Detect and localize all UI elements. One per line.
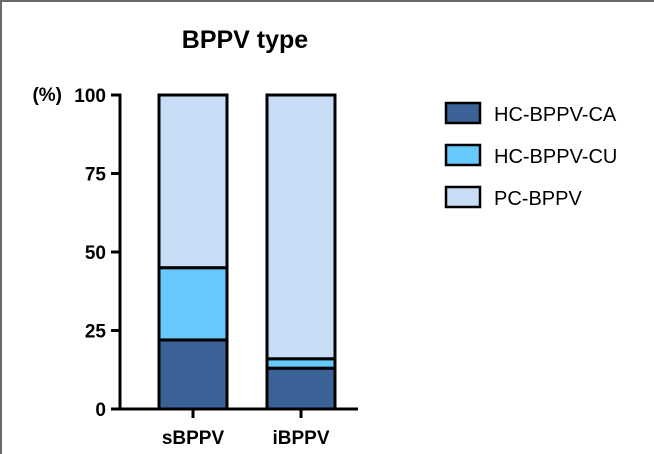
x-tick-label-sBPPV: sBPPV [162, 428, 225, 449]
y-tick-label-100: 100 [74, 86, 106, 107]
y-tick-label-25: 25 [85, 322, 107, 343]
legend: HC-BPPV-CA HC-BPPV-CU PC-BPPV [444, 101, 617, 210]
y-tick-label-0: 0 [95, 400, 106, 421]
legend-label-HC-BPPV-CA: HC-BPPV-CA [494, 104, 617, 126]
legend-label-HC-BPPV-CU: HC-BPPV-CU [494, 146, 617, 168]
legend-swatch-HC-BPPV-CA [444, 101, 482, 125]
bar-sBPPV-PC-BPPV [157, 93, 229, 270]
y-axis-unit-label: (%) [32, 85, 62, 106]
bar-sBPPV-HC-BPPV-CU [157, 266, 229, 342]
bar-iBPPV-PC-BPPV [265, 93, 337, 361]
bar-iBPPV-HC-BPPV-CA [265, 366, 337, 411]
y-tick-label-75: 75 [85, 165, 107, 186]
legend-label-PC-BPPV: PC-BPPV [494, 188, 582, 210]
y-axis-ticks: 0 25 50 75 100 [74, 86, 120, 421]
legend-swatch-PC-BPPV [444, 185, 482, 209]
bars-group [157, 93, 337, 411]
chart-title: BPPV type [182, 26, 309, 54]
bar-sBPPV-HC-BPPV-CA [157, 338, 229, 411]
x-axis-ticks: sBPPV iBPPV [162, 409, 330, 449]
x-tick-label-iBPPV: iBPPV [272, 428, 329, 449]
y-tick-label-50: 50 [85, 243, 106, 264]
legend-swatch-HC-BPPV-CU [444, 143, 482, 167]
